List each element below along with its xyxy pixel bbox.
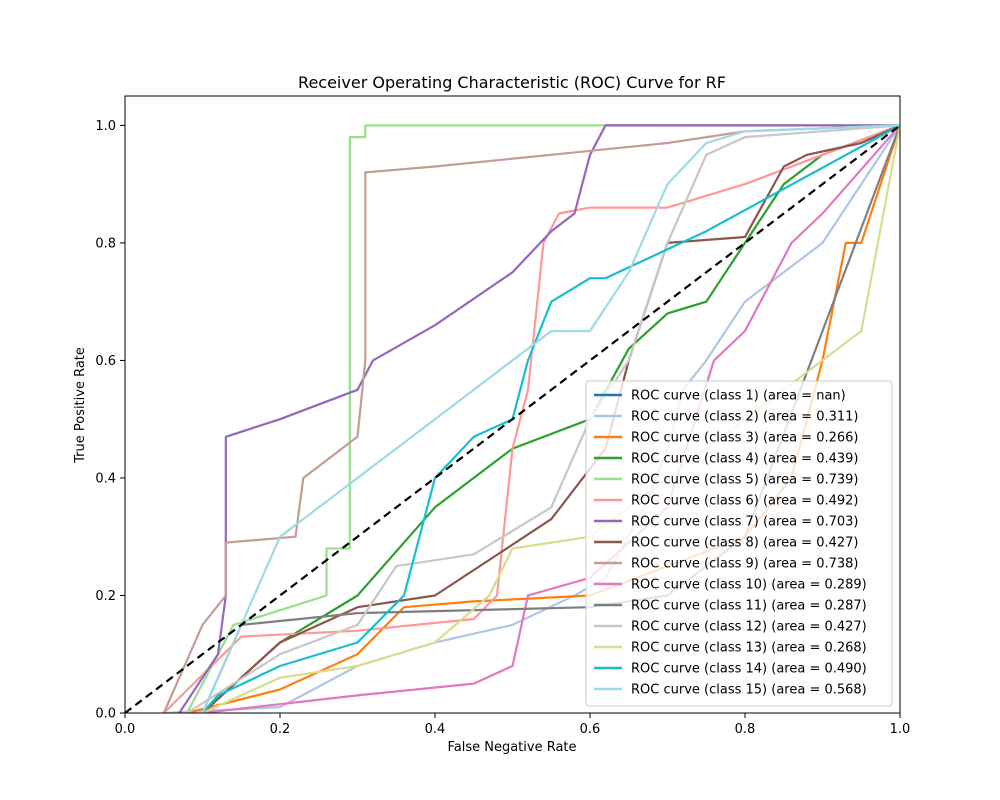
legend-label-class-6: ROC curve (class 6) (area = 0.492) [631, 494, 859, 509]
legend: ROC curve (class 1) (area = nan) ROC curv… [585, 380, 893, 707]
legend-label-class-8: ROC curve (class 8) (area = 0.427) [631, 536, 859, 551]
legend-label-class-14: ROC curve (class 14) (area = 0.490) [631, 662, 867, 677]
y-axis-label: True Positive Rate [73, 347, 88, 464]
x-axis-ticks: 0.0 0.2 0.4 0.6 0.8 1.0 [115, 713, 911, 737]
legend-label-class-13: ROC curve (class 13) (area = 0.268) [631, 641, 867, 656]
series-line-class-15 [201, 124, 900, 713]
y-tick-label: 1.0 [95, 119, 116, 134]
legend-label-class-1: ROC curve (class 1) (area = nan) [631, 389, 846, 404]
legend-label-class-10: ROC curve (class 10) (area = 0.289) [631, 578, 867, 593]
x-tick-label: 1.0 [890, 722, 911, 737]
series-line-class-5 [186, 124, 900, 713]
y-tick-label: 0.8 [95, 236, 116, 251]
series-line-class-4 [201, 124, 900, 713]
x-axis-label: False Negative Rate [447, 740, 576, 755]
x-tick-label: 0.2 [270, 722, 291, 737]
diagonal-layer [125, 124, 900, 713]
legend-label-class-2: ROC curve (class 2) (area = 0.311) [631, 410, 859, 425]
y-tick-label: 0.4 [95, 471, 116, 486]
y-tick-label: 0.0 [95, 707, 116, 722]
legend-label-class-15: ROC curve (class 15) (area = 0.568) [631, 683, 867, 698]
legend-label-class-3: ROC curve (class 3) (area = 0.266) [631, 431, 859, 446]
legend-label-class-9: ROC curve (class 9) (area = 0.738) [631, 557, 859, 572]
x-tick-label: 0.0 [115, 722, 136, 737]
x-tick-label: 0.4 [425, 722, 446, 737]
legend-label-class-4: ROC curve (class 4) (area = 0.439) [631, 452, 859, 467]
series-line-class-14 [201, 124, 900, 713]
legend-label-class-7: ROC curve (class 7) (area = 0.703) [631, 515, 859, 530]
y-tick-label: 0.6 [95, 354, 116, 369]
series-line-class-9 [162, 124, 900, 713]
legend-label-class-12: ROC curve (class 12) (area = 0.427) [631, 620, 867, 635]
series-line-class-6 [163, 124, 900, 713]
chance-diagonal-line [125, 124, 900, 713]
legend-label-class-11: ROC curve (class 11) (area = 0.287) [631, 599, 867, 614]
x-tick-label: 0.6 [580, 722, 601, 737]
series-line-class-13 [202, 125, 900, 713]
y-axis-ticks: 0.0 0.2 0.4 0.6 0.8 1.0 [95, 119, 125, 722]
x-tick-label: 0.8 [735, 722, 756, 737]
legend-box [585, 380, 893, 707]
plot-frame [124, 95, 901, 714]
chart-title: Receiver Operating Characteristic (ROC) … [298, 73, 726, 92]
legend-label-class-5: ROC curve (class 5) (area = 0.739) [631, 473, 859, 488]
y-tick-label: 0.2 [95, 589, 116, 604]
